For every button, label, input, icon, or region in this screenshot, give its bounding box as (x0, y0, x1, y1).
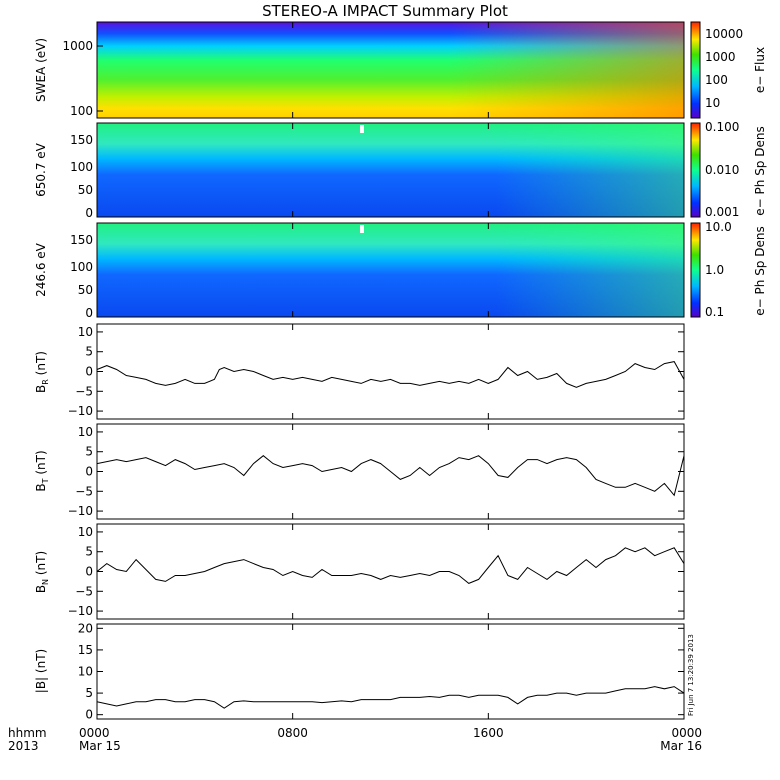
pad-650-frame (96, 122, 685, 218)
pad-650-enhancement (97, 123, 684, 217)
pad-246-colorbar (690, 222, 701, 318)
generation-timestamp: Fri Jun 7 13:20:39 2013 (687, 634, 695, 716)
bt-ytick-label: 5 (85, 445, 93, 459)
bmag-series-line (96, 686, 685, 709)
x-tick-label-hhmm: 0800 (277, 726, 308, 740)
bmag-frame (96, 623, 685, 720)
pad-650-cbar-tick-mid: 0.010 (705, 163, 739, 177)
pad-650-ytick-100: 100 (70, 160, 93, 174)
panel-swea: 1000 100 SWEA (eV) 10000 1000 100 10 e− … (34, 21, 767, 119)
pad-246-cbar-label: e− Ph Sp Dens (753, 226, 767, 315)
bt-ytick-label: −10 (68, 504, 93, 518)
pad-650-ytick-150: 150 (70, 133, 93, 147)
br-ytick-label: 10 (78, 325, 93, 339)
bmag-ytick-label: 5 (85, 686, 93, 700)
x-tick-label-hhmm: 0000 (671, 726, 702, 740)
br-frame (96, 323, 685, 420)
pad-246-data-gap (360, 225, 364, 233)
bmag-ytick-label: 10 (78, 665, 93, 679)
bn-ytick-label: 10 (78, 525, 93, 539)
x-tick-label-date: Mar 16 (660, 739, 702, 753)
pad-650-colorbar (690, 122, 701, 218)
swea-colorbar (690, 21, 701, 119)
bn-ytick-label: −10 (68, 604, 93, 618)
bn-ytick-label: 0 (85, 565, 93, 579)
swea-cbar-tick-10: 10 (705, 96, 720, 110)
br-series-line (96, 361, 685, 388)
pad-650-data-gap (360, 125, 364, 133)
panel-bn: 10 5 0 −5 −10 (68, 523, 685, 620)
panel-pad-650: 150 100 50 0 650.7 eV 0.100 0.010 0.001 … (34, 120, 767, 220)
x-tick-label-date: Mar 15 (79, 739, 121, 753)
bn-frame (96, 523, 685, 620)
br-ytick-label: 0 (85, 365, 93, 379)
bmag-ytick-label: 20 (78, 621, 93, 635)
swea-ytick-label-100: 100 (70, 104, 93, 118)
swea-frame (96, 21, 685, 119)
swea-cbar-label: e− Flux (753, 47, 767, 93)
x-tick-label-hhmm: 0000 (79, 726, 110, 740)
bt-ytick-label: −5 (75, 484, 93, 498)
pad-246-ytick-100: 100 (70, 260, 93, 274)
bt-ylabel: BT (nT) (34, 450, 50, 491)
pad-246-ytick-0: 0 (85, 306, 93, 320)
swea-ytick-label-1000: 1000 (62, 39, 93, 53)
bt-ytick-label: 10 (78, 425, 93, 439)
bn-ylabel: BN (nT) (34, 551, 50, 593)
swea-cbar-tick-10000: 10000 (705, 27, 743, 41)
pad-246-ytick-50: 50 (78, 283, 93, 297)
swea-ylabel: SWEA (eV) (34, 38, 48, 102)
pad-650-ytick-50: 50 (78, 183, 93, 197)
bmag-ylabel: |B| (nT) (34, 649, 48, 693)
pad-246-ytick-150: 150 (70, 233, 93, 247)
bt-series-line (96, 455, 685, 497)
pad-650-cbar-tick-high: 0.100 (705, 120, 739, 134)
br-ytick-label: 5 (85, 345, 93, 359)
pad-246-cbar-tick-high: 10.0 (705, 220, 732, 234)
pad-246-cbar-tick-mid: 1.0 (705, 263, 724, 277)
panel-br: 10 5 0 −5 −10 (68, 323, 685, 420)
pad-246-frame (96, 222, 685, 318)
panel-bt: 10 5 0 −5 −10 (68, 423, 685, 520)
br-ytick-label: −10 (68, 404, 93, 418)
panel-bmag: 20 15 10 5 0 (78, 621, 685, 722)
pad-246-ylabel: 246.6 eV (34, 242, 48, 297)
pad-650-cbar-label: e− Ph Sp Dens (753, 126, 767, 215)
bn-series-line (96, 547, 685, 584)
x-corner-label-year: 2013 (8, 739, 39, 753)
br-ylabel: BR (nT) (34, 351, 50, 393)
br-ytick-label: −5 (75, 384, 93, 398)
pad-650-ytick-0: 0 (85, 206, 93, 220)
magnetic-field-panels: 10 5 0 −5 −10 10 5 0 −5 −10 10 5 0 −5 −10 20 15 10 5 0 (68, 323, 685, 722)
plot-title: STEREO-A IMPACT Summary Plot (262, 2, 508, 20)
x-corner-label-hhmm: hhmm (8, 726, 47, 740)
swea-heatmap-enhancement (97, 22, 684, 118)
swea-cbar-tick-1000: 1000 (705, 50, 736, 64)
swea-cbar-tick-100: 100 (705, 73, 728, 87)
x-tick-label-hhmm: 1600 (473, 726, 504, 740)
pad-650-ylabel: 650.7 eV (34, 142, 48, 197)
panel-pad-246: 150 100 50 0 246.6 eV 10.0 1.0 0.1 e− Ph… (34, 220, 767, 320)
pad-650-cbar-tick-low: 0.001 (705, 205, 739, 219)
pad-246-cbar-tick-low: 0.1 (705, 305, 724, 319)
bn-ytick-label: 5 (85, 545, 93, 559)
pad-246-enhancement (97, 223, 684, 317)
bmag-ytick-label: 15 (78, 643, 93, 657)
bmag-ytick-label: 0 (85, 708, 93, 722)
bt-ytick-label: 0 (85, 465, 93, 479)
bn-ytick-label: −5 (75, 584, 93, 598)
